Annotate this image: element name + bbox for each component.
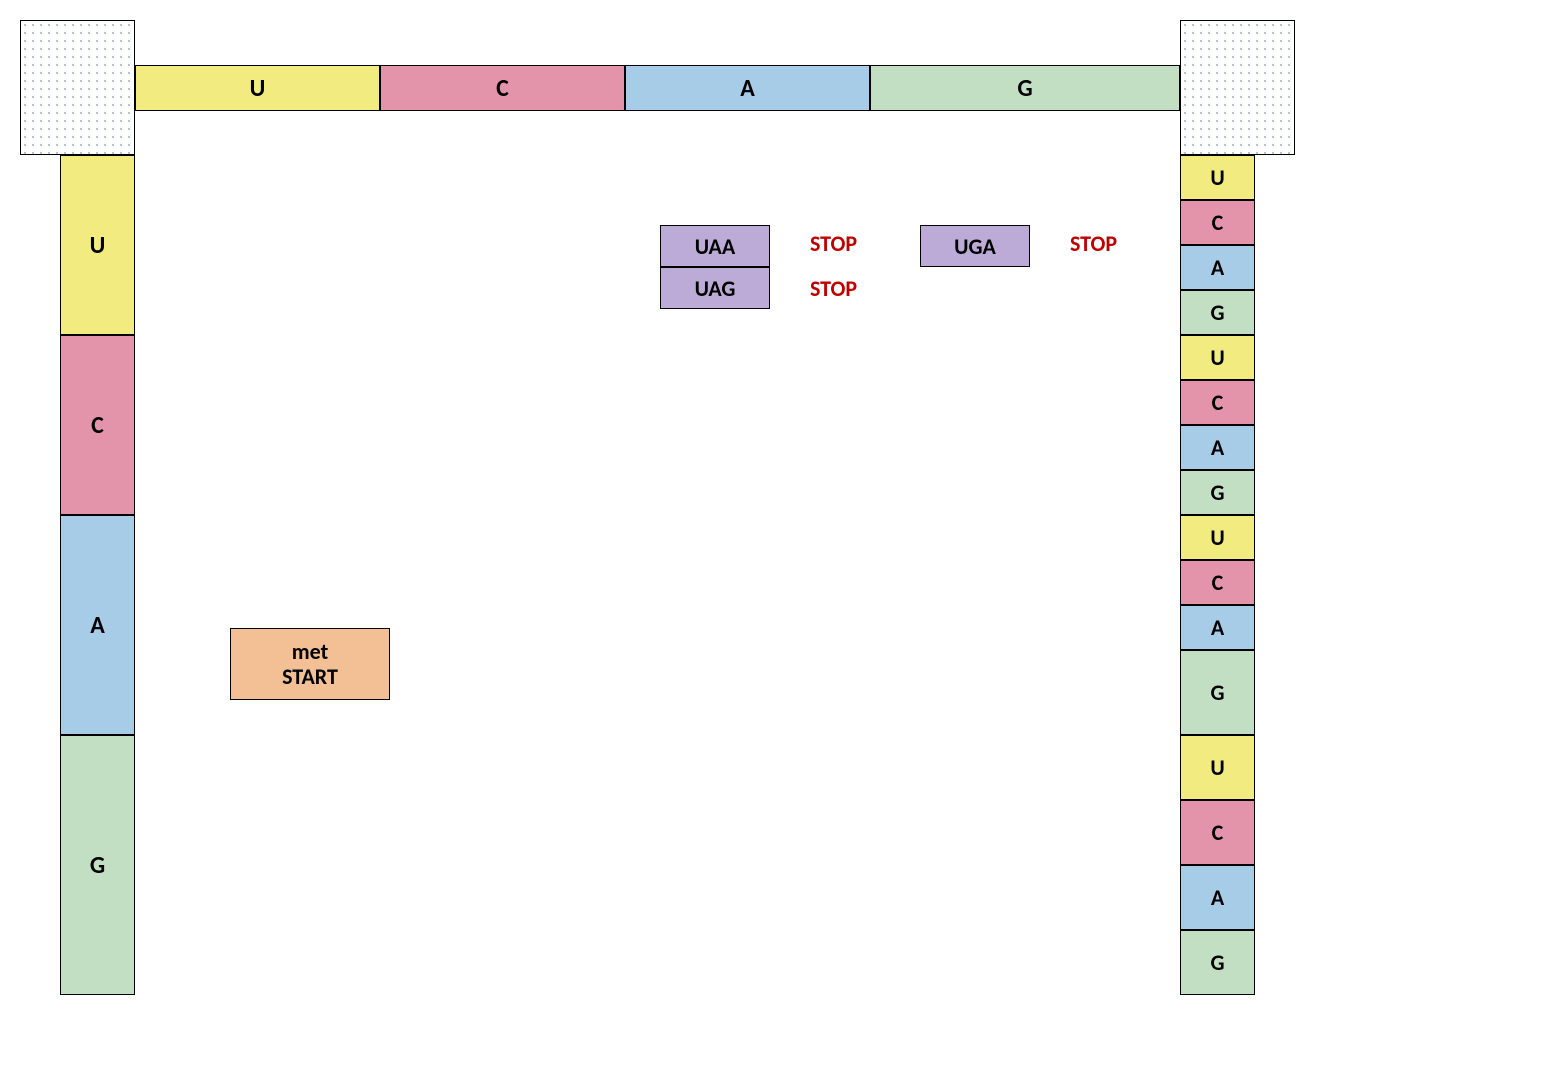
corner-dotted-0 bbox=[20, 20, 135, 155]
start-line1: met bbox=[292, 639, 328, 664]
left-header-U-0: U bbox=[60, 155, 135, 335]
stop-label-UAA: STOP bbox=[810, 230, 857, 257]
stop-codon-box-UGA: UGA bbox=[920, 225, 1030, 267]
start-line2: START bbox=[282, 664, 338, 689]
top-header-C: C bbox=[380, 65, 625, 111]
corner-dotted-1 bbox=[1180, 20, 1295, 155]
left-header-C-1: C bbox=[60, 335, 135, 515]
top-header-G: G bbox=[870, 65, 1180, 111]
right-header-0: U bbox=[1180, 155, 1255, 200]
top-header-A: A bbox=[625, 65, 870, 111]
stop-label-UAG: STOP bbox=[810, 275, 857, 302]
right-header-6: A bbox=[1180, 425, 1255, 470]
right-header-10: A bbox=[1180, 605, 1255, 650]
stop-codon-box-UAG: UAG bbox=[660, 267, 770, 309]
right-header-5: C bbox=[1180, 380, 1255, 425]
stop-codon-box-UAA: UAA bbox=[660, 225, 770, 267]
left-header-G-3: G bbox=[60, 735, 135, 995]
right-header-11: G bbox=[1180, 650, 1255, 735]
right-header-4: U bbox=[1180, 335, 1255, 380]
top-header-U: U bbox=[135, 65, 380, 111]
stop-label-UGA: STOP bbox=[1070, 230, 1117, 257]
right-header-8: U bbox=[1180, 515, 1255, 560]
left-header-A-2: A bbox=[60, 515, 135, 735]
right-header-3: G bbox=[1180, 290, 1255, 335]
right-header-15: G bbox=[1180, 930, 1255, 995]
right-header-2: A bbox=[1180, 245, 1255, 290]
right-header-9: C bbox=[1180, 560, 1255, 605]
right-header-12: U bbox=[1180, 735, 1255, 800]
right-header-13: C bbox=[1180, 800, 1255, 865]
start-codon-box: metSTART bbox=[230, 628, 390, 700]
right-header-14: A bbox=[1180, 865, 1255, 930]
right-header-1: C bbox=[1180, 200, 1255, 245]
codon-table-diagram: UCAGUCAGUCAGUCAGUCAGUCAGmetSTARTUAASTOPU… bbox=[20, 20, 1520, 1040]
right-header-7: G bbox=[1180, 470, 1255, 515]
